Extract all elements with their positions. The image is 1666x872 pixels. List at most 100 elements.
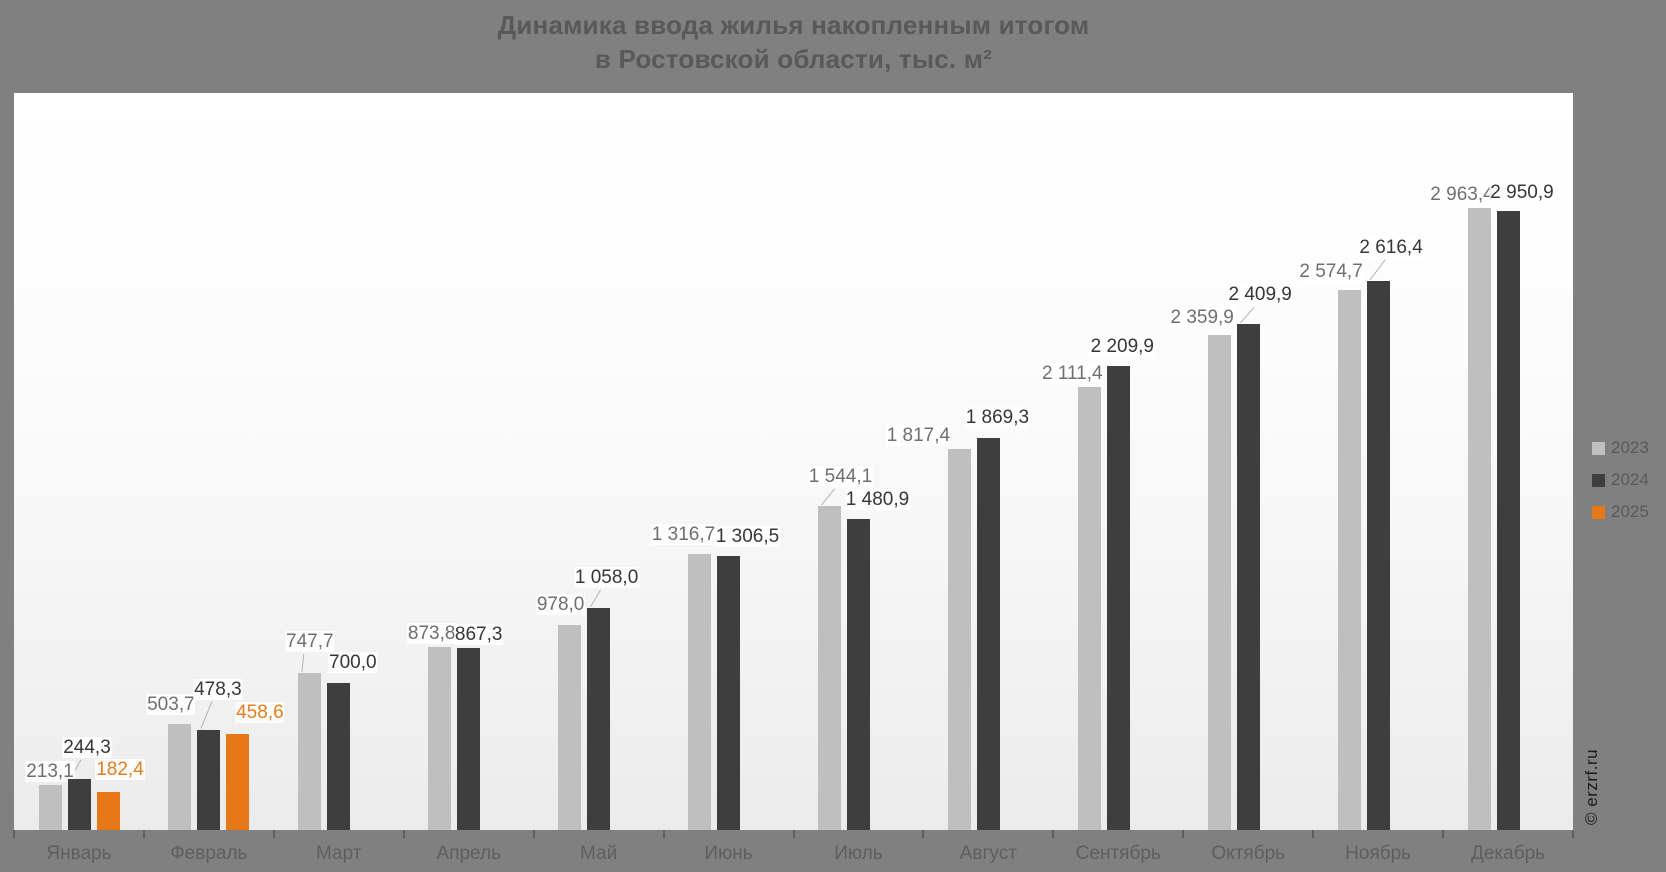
- legend-item-2024: 2024: [1592, 464, 1649, 496]
- bar-2024-июль: [847, 519, 870, 830]
- bar-value-label: 1 480,9: [844, 489, 911, 511]
- bar-value-label: 1 817,4: [885, 424, 952, 446]
- axis-tick: [1312, 830, 1315, 838]
- x-axis-label-октябрь: Октябрь: [1211, 843, 1286, 864]
- x-axis-label-июнь: Июнь: [704, 843, 753, 864]
- bar-2024-март: [327, 683, 351, 830]
- bar-2024-август: [976, 437, 1000, 830]
- legend-label-2024: 2024: [1611, 470, 1649, 489]
- bar-2023-январь: [38, 785, 62, 830]
- legend-swatch-2024: [1592, 473, 1605, 487]
- bar-2023-июнь: [688, 553, 711, 830]
- bar-value-label: 867,3: [453, 624, 504, 645]
- leader-line: [1239, 306, 1255, 324]
- axis-tick: [272, 830, 275, 838]
- bar-value-label: 1 316,7: [650, 523, 717, 545]
- bar-value-label: 747,7: [285, 631, 335, 653]
- plot-area: 213,1 503,7 747,7 873,8 978,0 1 316,7 1 544,1 1…: [14, 93, 1573, 830]
- x-axis-label-январь: Январь: [46, 843, 112, 864]
- axis-tick: [13, 830, 15, 838]
- bar-2023-август: [947, 448, 971, 830]
- x-axis-label-июль: Июль: [834, 843, 883, 864]
- watermark: © erzrf.ru: [1582, 748, 1601, 825]
- bar-2025-январь: [96, 791, 120, 830]
- leader-line: [590, 589, 602, 608]
- axis-tick: [662, 830, 665, 838]
- bar-2024-октябрь: [1236, 324, 1260, 830]
- bar-value-label: 978,0: [535, 593, 586, 615]
- legend-swatch-2025: [1592, 505, 1605, 519]
- bar-2024-декабрь: [1496, 210, 1520, 830]
- bar-value-label: 1 544,1: [807, 465, 874, 487]
- x-axis: Январь Февраль Март Апрель Май Июнь Июль Август…: [0, 830, 1666, 872]
- bar-value-label: 873,8: [406, 622, 457, 644]
- axis-tick: [792, 830, 795, 838]
- legend-swatch-2023: [1592, 441, 1605, 455]
- bar-2023-апрель: [428, 646, 452, 830]
- bar-2023-ноябрь: [1337, 289, 1361, 830]
- bar-2024-сентябрь: [1106, 366, 1130, 830]
- legend-label-2025: 2025: [1611, 502, 1649, 521]
- chart-title-line2: в Ростовской области, тыс. м²: [594, 44, 993, 74]
- x-axis-label-май: Май: [580, 843, 618, 864]
- bar-value-label: 2 963,4: [1429, 184, 1495, 205]
- bar-value-label: 2 574,7: [1298, 260, 1364, 282]
- axis-tick: [1572, 830, 1574, 838]
- leader-line: [200, 701, 213, 729]
- chart-title: Динамика ввода жилья накопленным итогом …: [14, 8, 1573, 76]
- bar-value-label: 244,3: [62, 736, 112, 758]
- axis-tick: [1052, 830, 1055, 838]
- x-axis-label-август: Август: [959, 843, 1017, 864]
- leader-line: [301, 654, 305, 673]
- bar-value-label: 2 409,9: [1227, 284, 1293, 306]
- bar-2023-сентябрь: [1077, 386, 1101, 830]
- bar-value-label: 2 209,9: [1089, 336, 1155, 358]
- axis-tick: [922, 830, 925, 838]
- legend-label-2023: 2023: [1611, 438, 1649, 457]
- bar-2023-март: [298, 673, 322, 830]
- axis-tick: [532, 830, 535, 838]
- bar-value-label: 2 950,9: [1489, 181, 1555, 203]
- bar-value-label: 2 616,4: [1358, 236, 1424, 258]
- axis-tick: [1442, 830, 1445, 838]
- axis-tick: [142, 830, 145, 838]
- axis-tick: [402, 830, 405, 838]
- bar-2024-июнь: [717, 555, 740, 830]
- bar-2025-февраль: [226, 733, 250, 830]
- chart-title-line1: Динамика ввода жилья накопленным итогом: [497, 10, 1090, 40]
- bar-value-label: 700,0: [328, 652, 378, 674]
- bar-2023-июль: [818, 505, 841, 830]
- bar-value-label: 458,6: [235, 701, 285, 723]
- bar-value-label: 2 359,9: [1169, 306, 1235, 328]
- legend-item-2025: 2025: [1592, 496, 1649, 528]
- bar-value-label: 503,7: [146, 694, 196, 716]
- bar-2024-ноябрь: [1366, 280, 1390, 830]
- legend-item-2023: 2023: [1592, 432, 1649, 464]
- x-axis-label-сентябрь: Сентябрь: [1075, 843, 1161, 864]
- x-axis-label-апрель: Апрель: [436, 843, 501, 864]
- bar-value-label: 1 306,5: [714, 525, 781, 547]
- x-axis-label-март: Март: [316, 843, 362, 864]
- bar-value-label: 1 058,0: [573, 566, 640, 588]
- bar-value-label: 1 869,3: [964, 406, 1031, 428]
- bar-2023-февраль: [168, 724, 192, 830]
- bar-2024-февраль: [197, 729, 221, 830]
- x-axis-label-ноябрь: Ноябрь: [1345, 843, 1412, 864]
- leader-line: [1369, 259, 1386, 281]
- bar-value-label: 213,1: [25, 761, 75, 783]
- bar-value-label: 478,3: [193, 678, 243, 700]
- legend: 2023 2024 2025: [1592, 432, 1649, 528]
- bar-value-label: 182,4: [95, 758, 145, 780]
- axis-tick: [1182, 830, 1185, 838]
- leader-line: [821, 488, 835, 506]
- x-axis-label-февраль: Февраль: [170, 843, 248, 864]
- bar-2024-январь: [67, 778, 91, 830]
- bar-2023-май: [558, 624, 582, 830]
- x-axis-label-декабрь: Декабрь: [1470, 843, 1546, 864]
- bar-2023-декабрь: [1467, 208, 1491, 830]
- bar-2024-май: [587, 607, 611, 830]
- bar-value-label: 2 111,4: [1041, 362, 1104, 384]
- bar-2023-октябрь: [1207, 334, 1231, 830]
- bar-2024-апрель: [457, 648, 481, 830]
